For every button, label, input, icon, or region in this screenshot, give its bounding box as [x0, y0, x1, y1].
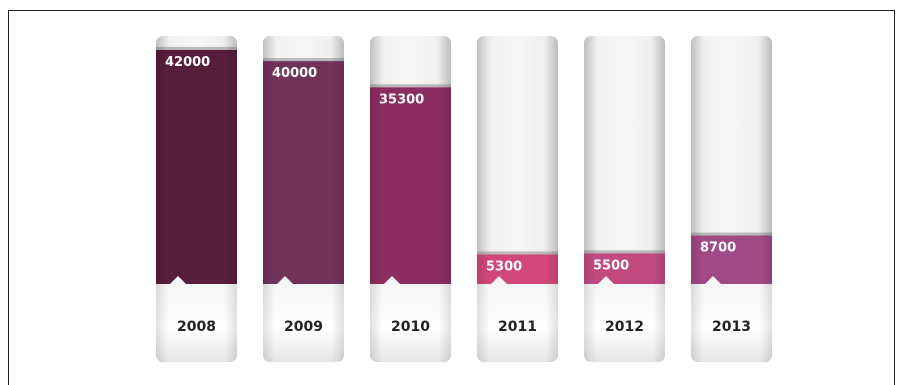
value-label-2012: 5500 — [593, 258, 629, 273]
bar-2012: 5500 2012 — [584, 36, 665, 362]
value-label-2008: 42000 — [165, 55, 210, 70]
value-label-2011: 5300 — [486, 259, 522, 274]
value-label-2009: 40000 — [272, 66, 317, 81]
bar-2008: 42000 2008 — [156, 36, 237, 362]
bar-2010: 35300 2010 — [370, 36, 451, 362]
category-label-2012: 2012 — [605, 319, 644, 335]
chart-frame — [8, 10, 895, 385]
category-label-2010: 2010 — [391, 319, 430, 335]
category-label-2009: 2009 — [284, 319, 323, 335]
bar-2013: 8700 2013 — [691, 36, 772, 362]
category-label-2008: 2008 — [177, 319, 216, 335]
value-label-2013: 8700 — [700, 241, 736, 256]
bar-2009: 40000 2009 — [263, 36, 344, 362]
category-label-2013: 2013 — [712, 319, 751, 335]
category-label-2011: 2011 — [498, 319, 537, 335]
bar-2011: 5300 2011 — [477, 36, 558, 362]
value-label-2010: 35300 — [379, 92, 424, 107]
